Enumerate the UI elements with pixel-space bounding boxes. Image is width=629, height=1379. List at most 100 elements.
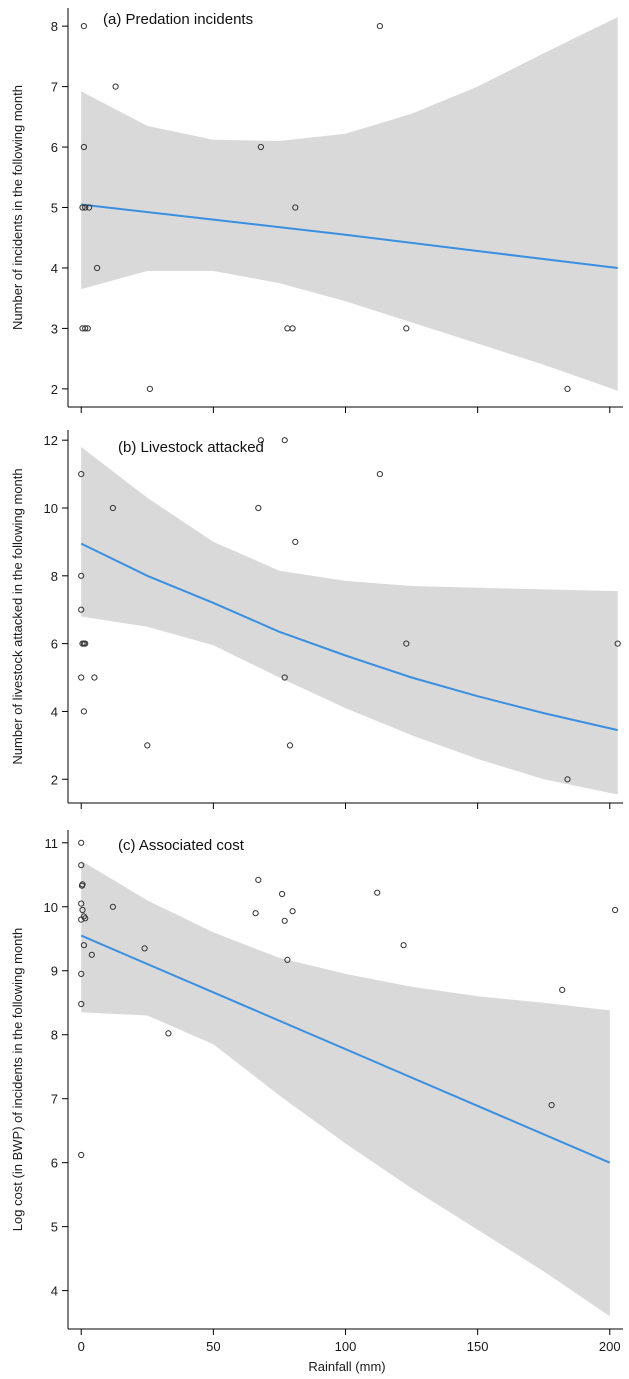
livestock-point-8: [78, 606, 85, 613]
cost-point-26: [559, 986, 566, 994]
cost-x-tick-label: 150: [467, 1339, 489, 1354]
livestock-y-tick-label: 4: [51, 704, 58, 719]
cost-point-14: [109, 903, 117, 910]
livestock-point-17: [80, 708, 88, 715]
livestock-y-tick-label: 10: [44, 501, 58, 516]
predation-y-tick-label: 4: [51, 261, 58, 276]
livestock-point-12: [403, 640, 410, 647]
cost-point-27: [612, 906, 619, 914]
cost-point-1: [78, 862, 85, 869]
cost-point-12: [78, 1000, 85, 1008]
panel-associated-cost: 4 5 6 7 8 9 10 11 0 50 100 150 200 (c) Associated cos…: [10, 830, 623, 1354]
cost-point-13: [78, 1151, 85, 1159]
cost-y-tick-label: 5: [51, 1220, 58, 1235]
livestock-point-6: [292, 538, 299, 546]
predation-fit-line: [81, 203, 618, 269]
cost-x-tick-label: 0: [78, 1339, 85, 1354]
predation-point-5: [79, 204, 86, 211]
cost-y-tick-label: 10: [44, 900, 58, 915]
predation-point-2: [112, 83, 119, 90]
cost-point-3: [78, 882, 86, 889]
cost-x-tick-label: 200: [599, 1339, 621, 1354]
cost-point-17: [255, 876, 262, 884]
predation-y-tick-label: 6: [51, 140, 58, 155]
livestock-confidence-band: [81, 447, 618, 795]
cost-point-7: [78, 916, 85, 923]
cost-point-15: [141, 945, 148, 952]
predation-point-8: [292, 204, 299, 211]
livestock-point-15: [91, 674, 98, 681]
panel-livestock-attacked: 2 4 6 8 10 12 (b) Livestock attacked Number of …: [10, 430, 623, 809]
predation-point-12: [84, 325, 91, 332]
livestock-y-tick-label: 12: [44, 433, 58, 448]
cost-panel-title: (c) Associated cost: [118, 837, 245, 854]
cost-point-5: [79, 906, 86, 914]
livestock-y-tick-label: 6: [51, 637, 58, 652]
predation-y-tick-label: 5: [51, 201, 58, 216]
cost-point-24: [400, 942, 407, 949]
panel-predation-incidents: 2 3 4 5 6 7 8 (a) Predation incidents Number of …: [10, 8, 623, 413]
predation-point-14: [289, 325, 296, 332]
predation-y-tick-label: 3: [51, 321, 58, 336]
predation-confidence-band: [81, 17, 618, 391]
cost-y-tick-label: 4: [51, 1284, 58, 1299]
livestock-point-14: [78, 674, 85, 681]
cost-x-tick-label: 50: [206, 1339, 220, 1354]
predation-point-16: [146, 385, 153, 392]
cost-y-tick-label: 9: [51, 964, 58, 979]
livestock-point-3: [376, 471, 383, 478]
livestock-point-11: [82, 640, 89, 647]
livestock-panel-title: (b) Livestock attacked: [118, 439, 264, 456]
livestock-point-13: [614, 640, 621, 647]
predation-point-0: [80, 23, 88, 30]
predation-y-axis-title: Number of incidents in the following mon…: [10, 85, 25, 330]
predation-point-15: [403, 325, 410, 332]
livestock-point-1: [281, 437, 288, 444]
cost-point-25: [548, 1102, 555, 1109]
livestock-y-tick-label: 8: [51, 569, 58, 584]
livestock-point-7: [78, 572, 85, 579]
x-axis-title: Rainfall (mm): [308, 1359, 385, 1374]
predation-panel-title: (a) Predation incidents: [103, 11, 253, 28]
predation-y-tick-label: 2: [51, 382, 58, 397]
livestock-point-16: [281, 674, 288, 681]
livestock-point-18: [144, 742, 151, 749]
cost-point-0: [78, 839, 85, 846]
cost-y-tick-label: 6: [51, 1156, 58, 1171]
cost-point-8: [82, 915, 89, 922]
cost-y-tick-label: 7: [51, 1092, 58, 1107]
cost-point-21: [289, 908, 296, 915]
cost-y-axis-title: Log cost (in BWP) of incidents in the fo…: [10, 928, 25, 1231]
cost-point-16: [165, 1030, 172, 1037]
livestock-point-4: [109, 504, 117, 512]
predation-point-11: [82, 325, 89, 332]
predation-point-13: [284, 325, 291, 332]
cost-confidence-band: [81, 860, 610, 1317]
cost-point-11: [78, 970, 85, 978]
predation-point-17: [564, 385, 571, 392]
predation-point-7: [86, 204, 93, 211]
predation-point-4: [257, 143, 264, 151]
predation-y-tick-label: 7: [51, 80, 58, 95]
cost-point-23: [374, 889, 381, 896]
cost-point-18: [252, 910, 259, 917]
predation-point-9: [94, 264, 101, 272]
livestock-point-5: [255, 504, 262, 512]
cost-fit-line: [80, 934, 611, 1164]
predation-y-tick-label: 8: [51, 19, 58, 34]
cost-point-9: [80, 942, 88, 949]
livestock-point-0: [257, 437, 264, 444]
predation-point-1: [376, 23, 383, 30]
predation-point-3: [80, 143, 88, 151]
cost-point-22: [284, 956, 291, 964]
livestock-point-20: [564, 776, 571, 783]
cost-y-tick-label: 8: [51, 1028, 58, 1043]
cost-y-tick-label: 11: [45, 836, 59, 851]
cost-point-20: [281, 917, 288, 924]
cost-point-19: [279, 890, 286, 898]
livestock-y-tick-label: 2: [51, 772, 58, 787]
livestock-point-19: [286, 742, 294, 749]
livestock-y-axis-title: Number of livestock attacked in the foll…: [10, 468, 25, 764]
predation-point-6: [82, 204, 89, 211]
